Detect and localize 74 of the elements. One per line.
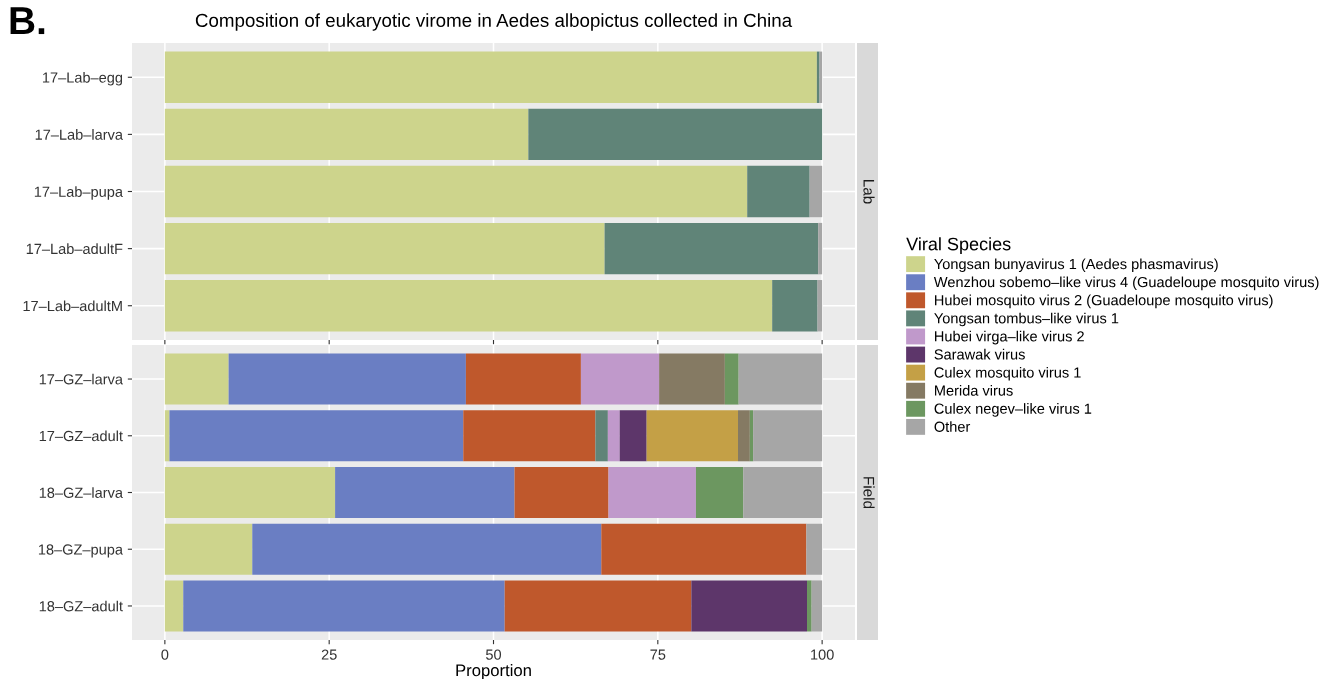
bar xyxy=(607,410,620,462)
y-tick-label: 17–GZ–larva xyxy=(39,373,123,385)
y-tick-label: 18–GZ–larva xyxy=(39,487,123,498)
legend-title: Viral Species xyxy=(906,237,1011,254)
bar xyxy=(691,580,808,632)
bar xyxy=(595,410,608,462)
bar xyxy=(183,580,505,632)
legend-label: Sarawak virus xyxy=(934,348,1025,360)
bar xyxy=(619,410,647,462)
bar xyxy=(164,580,184,632)
x-tick-label: 75 xyxy=(650,649,666,660)
y-tick-label: 17–Lab–adultM xyxy=(23,300,122,312)
bar xyxy=(743,466,823,519)
bar xyxy=(738,410,750,462)
bar xyxy=(164,108,529,161)
legend-label: Yongsan tombus–like virus 1 xyxy=(934,312,1119,327)
bar xyxy=(724,353,739,405)
y2-axis-title: Lab xyxy=(863,180,875,204)
y-tick-label: 17–Lab–larva xyxy=(35,129,123,140)
text: B. xyxy=(10,7,45,35)
x-tick-label: 100 xyxy=(811,649,834,660)
bar xyxy=(608,466,696,519)
bar xyxy=(659,353,725,405)
bar xyxy=(504,580,692,632)
bar xyxy=(463,410,596,462)
bar xyxy=(228,353,466,405)
y-tick-label: 18–GZ–adult xyxy=(39,600,123,612)
bar xyxy=(528,108,823,161)
bar xyxy=(695,466,744,519)
bar xyxy=(807,580,812,632)
chart-title: Composition of eukaryotic virome in Aedes albopictus collected in China xyxy=(195,13,793,31)
bar xyxy=(747,165,810,218)
legend-label: Culex mosquito virus 1 xyxy=(934,366,1081,381)
bar xyxy=(252,523,602,575)
legend-label: Merida virus xyxy=(935,385,1013,396)
y-tick-label: 17–GZ–adult xyxy=(39,430,123,442)
bar xyxy=(164,466,336,519)
bar xyxy=(164,280,773,332)
y-tick-label: 17–Lab–adultF xyxy=(26,243,123,255)
bar xyxy=(465,353,581,405)
bar xyxy=(514,466,609,519)
bar xyxy=(164,222,605,275)
bar xyxy=(580,353,660,405)
bar xyxy=(604,222,819,275)
bar xyxy=(738,353,823,405)
bar xyxy=(646,410,739,462)
bar xyxy=(164,51,817,103)
x-tick-label: 0 xyxy=(161,649,169,660)
legend-label: Hubei mosquito virus 2 (Guadeloupe mosquito virus) xyxy=(935,294,1273,309)
legend-label: Culex negev–like virus 1 xyxy=(934,403,1092,417)
bar xyxy=(809,165,823,218)
bar xyxy=(169,410,464,462)
legend-label: Other xyxy=(934,421,971,432)
bar xyxy=(164,523,253,575)
bar xyxy=(818,222,823,275)
bar xyxy=(749,410,754,462)
bar xyxy=(772,280,818,332)
y-tick-label: 17–Lab–pupa xyxy=(34,186,123,200)
y2-axis-title: Field xyxy=(863,477,875,509)
x-tick-label: 25 xyxy=(321,649,337,660)
y-tick-label: 18–GZ–pupa xyxy=(38,544,123,558)
bar xyxy=(335,466,515,519)
legend-label: Wenzhou sobemo–like virus 4 (Guadeloupe mosquito virus) xyxy=(933,276,1319,291)
bar xyxy=(753,410,823,462)
y-tick-label: 17–Lab–egg xyxy=(42,71,123,86)
x-tick-label: 50 xyxy=(485,649,502,660)
bar xyxy=(601,523,807,575)
bar xyxy=(811,580,823,632)
bar xyxy=(806,523,823,575)
legend-label: Hubei virga–like virus 2 xyxy=(935,330,1084,345)
bar xyxy=(164,165,748,218)
bar xyxy=(164,353,229,405)
x-axis-title: Proportion xyxy=(456,664,531,679)
legend-label: Yongsan bunyavirus 1 (Aedes phasmavirus) xyxy=(934,258,1218,273)
